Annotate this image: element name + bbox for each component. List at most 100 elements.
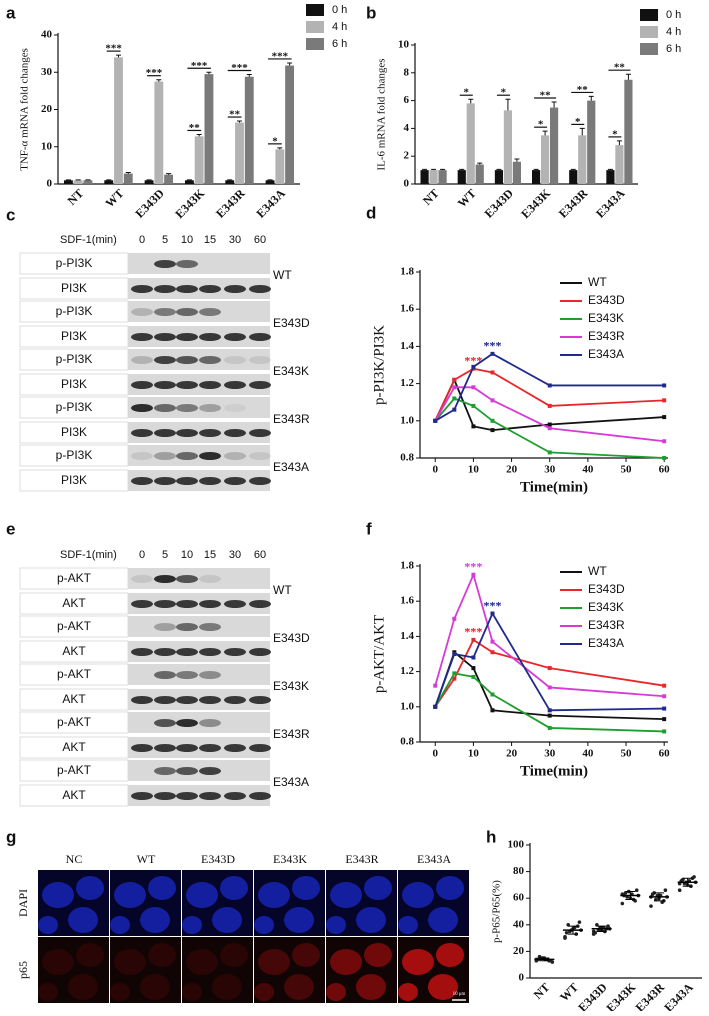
legend-label: 4 h <box>332 21 347 33</box>
blot-band <box>199 452 221 460</box>
cell-nucleus <box>284 907 314 933</box>
point <box>471 424 475 428</box>
blot-band <box>154 767 176 775</box>
dot <box>664 888 668 892</box>
blot-band <box>224 356 246 364</box>
blot-row-label: p-AKT <box>57 763 92 777</box>
y-tick-label: 80 <box>513 865 525 877</box>
bar <box>235 123 244 184</box>
blot-band <box>176 623 198 631</box>
y-tick-label: 1.8 <box>400 266 414 278</box>
legend-label: E343A <box>588 636 624 650</box>
point <box>471 385 475 389</box>
bar <box>83 180 92 184</box>
time-point: 60 <box>254 234 266 246</box>
x-tick-label: 40 <box>582 464 594 476</box>
blot-row-label: PI3K <box>61 329 87 343</box>
significance-label: ** <box>229 109 241 121</box>
y-axis-label: p-AKT/AKT <box>371 615 387 693</box>
blot-band <box>249 333 271 341</box>
x-tick-label: 50 <box>621 464 633 476</box>
bar <box>195 136 204 184</box>
blot-band <box>154 477 176 485</box>
point <box>490 428 494 432</box>
x-tick-label: WT <box>557 980 581 1004</box>
blot-band <box>154 260 176 268</box>
point <box>662 398 666 402</box>
point <box>662 684 666 688</box>
blot-band <box>224 429 246 437</box>
legend-label: E343A <box>588 347 624 361</box>
blot-band <box>154 381 176 389</box>
point <box>662 707 666 711</box>
bar <box>204 74 213 184</box>
blot-row-label: PI3K <box>61 377 87 391</box>
point <box>548 726 552 730</box>
blot-band <box>131 429 153 437</box>
legend-label: WT <box>588 564 607 578</box>
blot-band <box>131 308 153 316</box>
cell-nucleus <box>436 943 464 967</box>
point <box>490 650 494 654</box>
blot-band <box>199 308 221 316</box>
legend-swatch <box>306 38 324 50</box>
y-tick-label: 20 <box>41 103 53 115</box>
point <box>433 419 437 423</box>
blot-band <box>249 648 271 656</box>
cell-nucleus <box>402 949 434 975</box>
blot-band <box>154 308 176 316</box>
bar <box>429 170 437 184</box>
point <box>452 617 456 621</box>
bar <box>532 170 540 184</box>
y-tick-label: 1.6 <box>400 595 414 607</box>
significance-label: *** <box>464 353 482 367</box>
y-tick-label: 10 <box>41 140 53 152</box>
panel-label: e <box>6 519 15 538</box>
blot-band <box>224 792 246 800</box>
blot-band <box>154 648 176 656</box>
y-tick-label: 1.4 <box>400 630 414 642</box>
point <box>471 656 475 660</box>
blot-row-label: PI3K <box>61 281 87 295</box>
error-bar <box>468 99 473 103</box>
y-axis-label: p-P65/P65(%) <box>491 880 503 943</box>
x-tick-label: 50 <box>621 748 633 760</box>
blot-row-label: AKT <box>62 788 86 802</box>
significance-label: *** <box>483 598 501 612</box>
bar <box>578 135 586 184</box>
blot-band <box>199 356 221 364</box>
blot-band <box>131 452 153 460</box>
blot-group-label: E343R <box>273 727 310 741</box>
blot-band <box>199 429 221 437</box>
time-label: SDF-1(min) <box>60 549 117 561</box>
x-tick-label: 10 <box>468 748 480 760</box>
time-point: 30 <box>229 234 241 246</box>
cell-nucleus <box>114 882 146 908</box>
error-bar <box>477 163 482 164</box>
blot-band <box>154 600 176 608</box>
x-tick-label: 60 <box>659 748 671 760</box>
point <box>548 708 552 712</box>
error-bar <box>237 121 242 122</box>
cell-nucleus <box>212 974 242 1000</box>
cell-nucleus <box>364 943 392 967</box>
point <box>490 419 494 423</box>
blot-band <box>131 648 153 656</box>
error-bar <box>543 131 548 135</box>
error-bar <box>580 128 585 135</box>
cell-nucleus <box>140 907 170 933</box>
blot-band <box>131 696 153 704</box>
blot-band <box>199 333 221 341</box>
point <box>548 423 552 427</box>
legend-label: E343K <box>588 311 624 325</box>
blot-strip <box>128 760 270 781</box>
blot-band <box>154 333 176 341</box>
x-tick-label: E343K <box>172 186 207 221</box>
bar <box>513 162 521 184</box>
cell-nucleus <box>148 876 176 900</box>
x-tick-label: NT <box>65 186 87 208</box>
blot-group-label: E343K <box>273 364 309 378</box>
time-point: 15 <box>204 549 216 561</box>
error-bar <box>247 74 252 76</box>
x-tick-label: E343K <box>518 186 553 221</box>
